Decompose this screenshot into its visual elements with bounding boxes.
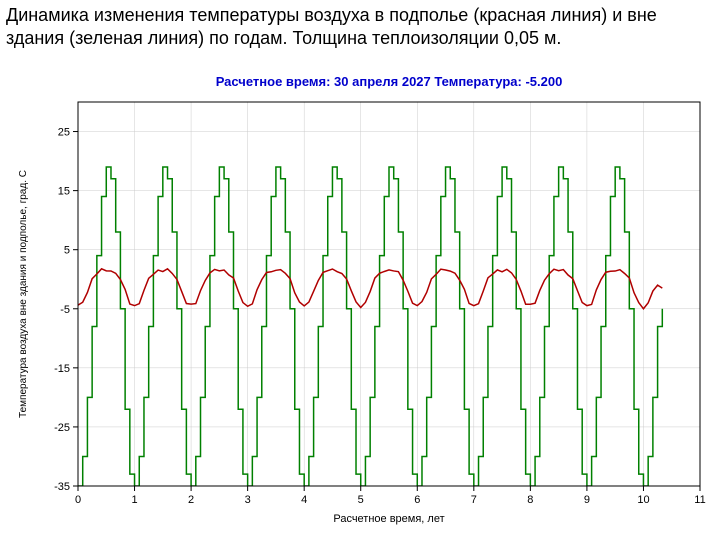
xtick-label: 5 — [358, 494, 364, 506]
xtick-label: 8 — [527, 494, 533, 506]
xtick-label: 11 — [694, 494, 705, 506]
xtick-label: 9 — [584, 494, 590, 506]
x-axis-label: Расчетное время, лет — [333, 513, 444, 525]
ytick-label: 25 — [58, 127, 70, 139]
chart-container: Расчетное время: 30 апреля 2027 Температ… — [0, 66, 720, 526]
xtick-label: 6 — [414, 494, 420, 506]
xtick-label: 4 — [301, 494, 307, 506]
xtick-label: 7 — [471, 494, 477, 506]
y-axis-label: Температура воздуха вне здания и подполь… — [18, 170, 29, 418]
xtick-label: 0 — [75, 494, 81, 506]
ytick-label: -35 — [54, 481, 70, 493]
temperature-chart: Расчетное время: 30 апреля 2027 Температ… — [0, 66, 720, 526]
ytick-label: -15 — [54, 363, 70, 375]
chart-title: Расчетное время: 30 апреля 2027 Температ… — [216, 74, 563, 89]
caption-text: Динамика изменения температуры воздуха в… — [6, 4, 714, 51]
xtick-label: 10 — [637, 494, 649, 506]
ytick-label: 15 — [58, 186, 70, 198]
ytick-label: -5 — [60, 304, 70, 316]
ytick-label: -25 — [54, 422, 70, 434]
xtick-label: 3 — [245, 494, 251, 506]
ytick-label: 5 — [64, 245, 70, 257]
xtick-label: 2 — [188, 494, 194, 506]
xtick-label: 1 — [131, 494, 137, 506]
